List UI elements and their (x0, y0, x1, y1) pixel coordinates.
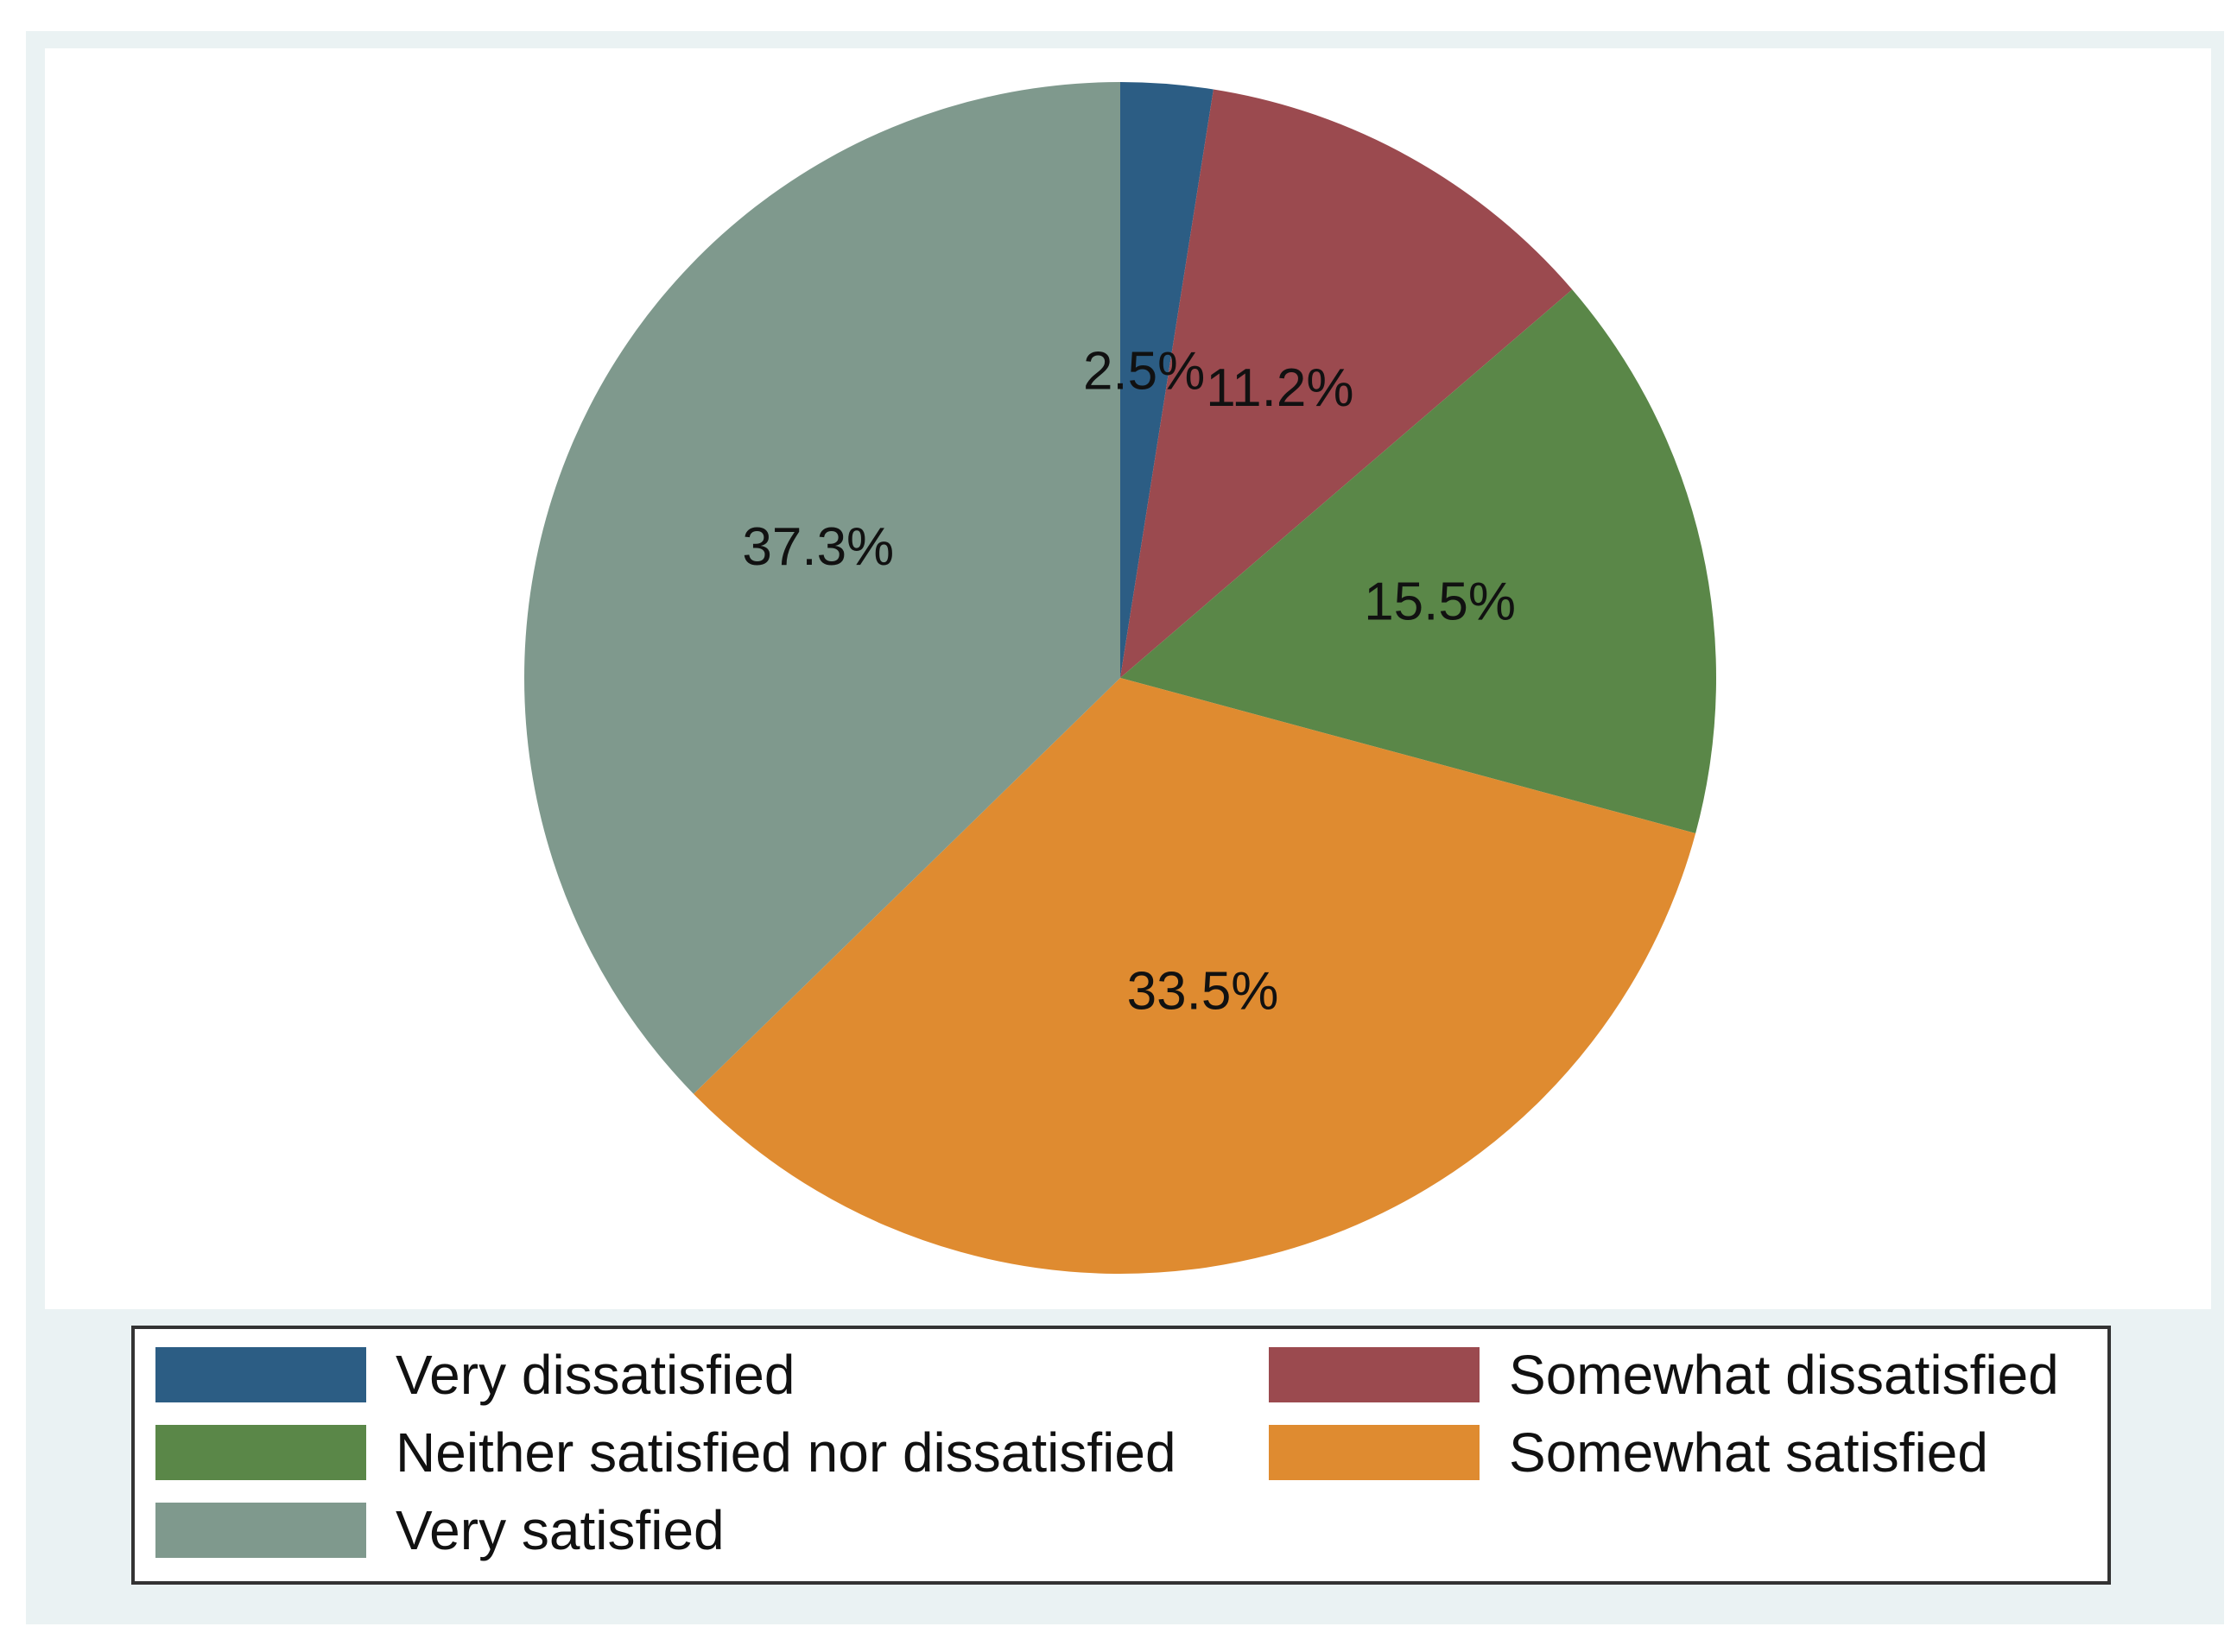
legend-swatch-very-dissatisfied (155, 1347, 366, 1402)
legend-item-very-dissatisfied: Very dissatisfied (155, 1344, 795, 1406)
slice-label-very-satisfied: 37.3% (742, 517, 894, 577)
legend-label-very-dissatisfied: Very dissatisfied (396, 1344, 795, 1406)
legend-swatch-very-satisfied (155, 1503, 366, 1558)
pie-slice-somewhat-dissatisfied (1120, 89, 1573, 678)
pie-slice-neither (1120, 289, 1716, 833)
pie-slice-somewhat-satisfied (694, 678, 1696, 1274)
legend-swatch-somewhat-dissatisfied (1269, 1347, 1480, 1402)
legend-item-somewhat-satisfied: Somewhat satisfied (1269, 1421, 1988, 1484)
pie-slice-very-dissatisfied (1120, 82, 1214, 678)
pie-slice-very-satisfied (524, 82, 1120, 1094)
legend-item-neither: Neither satisfied nor dissatisfied (155, 1421, 1176, 1484)
legend-label-somewhat-dissatisfied: Somewhat dissatisfied (1509, 1344, 2059, 1406)
pie-slices (524, 82, 1716, 1274)
legend-label-somewhat-satisfied: Somewhat satisfied (1509, 1421, 1988, 1484)
pie-labels: 2.5% 11.2% 15.5% 33.5% 37.3% (742, 342, 1516, 1022)
legend-swatch-somewhat-satisfied (1269, 1425, 1480, 1480)
legend-label-very-satisfied: Very satisfied (396, 1499, 725, 1561)
legend-swatch-neither (155, 1425, 366, 1480)
legend-label-neither: Neither satisfied nor dissatisfied (396, 1421, 1176, 1484)
slice-label-somewhat-satisfied: 33.5% (1127, 962, 1279, 1022)
slice-label-very-dissatisfied: 2.5% (1083, 342, 1205, 402)
slice-label-neither: 15.5% (1364, 572, 1516, 631)
slice-label-somewhat-dissatisfied: 11.2% (1206, 358, 1353, 418)
legend-item-very-satisfied: Very satisfied (155, 1499, 725, 1561)
legend: Very dissatisfied Somewhat dissatisfied … (131, 1326, 2111, 1585)
legend-item-somewhat-dissatisfied: Somewhat dissatisfied (1269, 1344, 2059, 1406)
